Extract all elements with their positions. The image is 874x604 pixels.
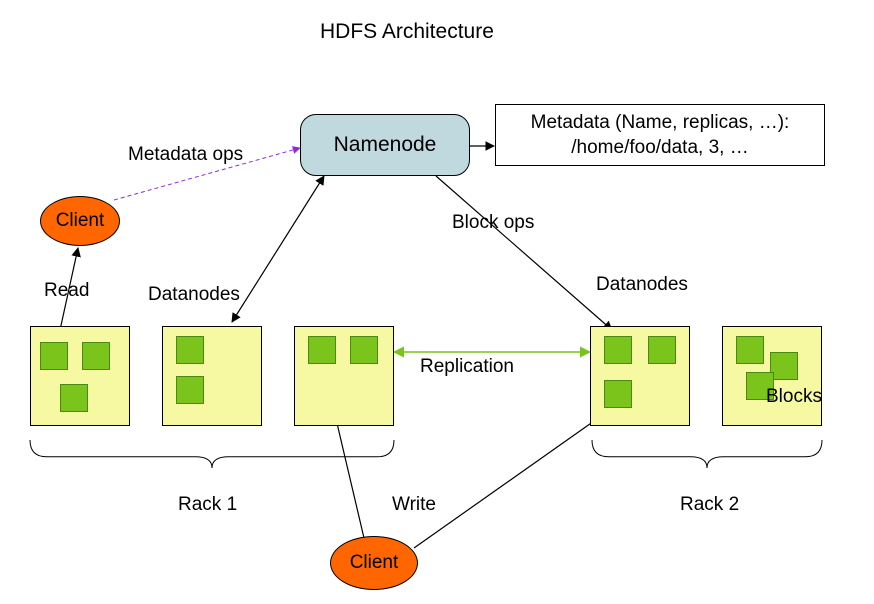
client-top-label: Client (56, 210, 105, 232)
block (176, 376, 204, 404)
label-datanodes-2: Datanodes (596, 274, 688, 296)
label-rack2: Rack 2 (680, 494, 739, 516)
client-bottom: Client (330, 536, 418, 590)
label-rack1: Rack 1 (178, 494, 237, 516)
edge-write-arrow-2 (414, 414, 604, 548)
block (82, 342, 110, 370)
block (60, 384, 88, 412)
metadata-box: Metadata (Name, replicas, …): /home/foo/… (495, 104, 825, 166)
brace-rack1-brace (30, 440, 394, 468)
label-write: Write (392, 494, 436, 516)
client-bottom-label: Client (350, 552, 399, 574)
client-top: Client (40, 196, 120, 246)
label-metadata-ops: Metadata ops (128, 144, 243, 166)
edges-layer (0, 0, 874, 604)
metadata-box-line1: Metadata (Name, replicas, …): (506, 111, 814, 136)
block (736, 336, 764, 364)
label-blocks-lbl: Blocks (766, 386, 822, 408)
label-datanodes-1: Datanodes (148, 284, 240, 306)
namenode-label: Namenode (334, 133, 437, 157)
block (770, 352, 798, 380)
label-replication: Replication (420, 356, 514, 378)
brace-rack2-brace (592, 440, 822, 468)
diagram-title: HDFS Architecture (320, 20, 494, 44)
label-read: Read (44, 280, 89, 302)
block (40, 342, 68, 370)
metadata-box-line2: /home/foo/data, 3, … (506, 136, 814, 161)
edge-namenode-blockops-right (436, 176, 612, 330)
block (604, 336, 632, 364)
block (308, 336, 336, 364)
block (648, 336, 676, 364)
edge-namenode-blockops-left (232, 176, 324, 322)
block (350, 336, 378, 364)
namenode-box: Namenode (300, 114, 470, 176)
block (604, 380, 632, 408)
label-block-ops: Block ops (452, 212, 534, 234)
block (176, 336, 204, 364)
